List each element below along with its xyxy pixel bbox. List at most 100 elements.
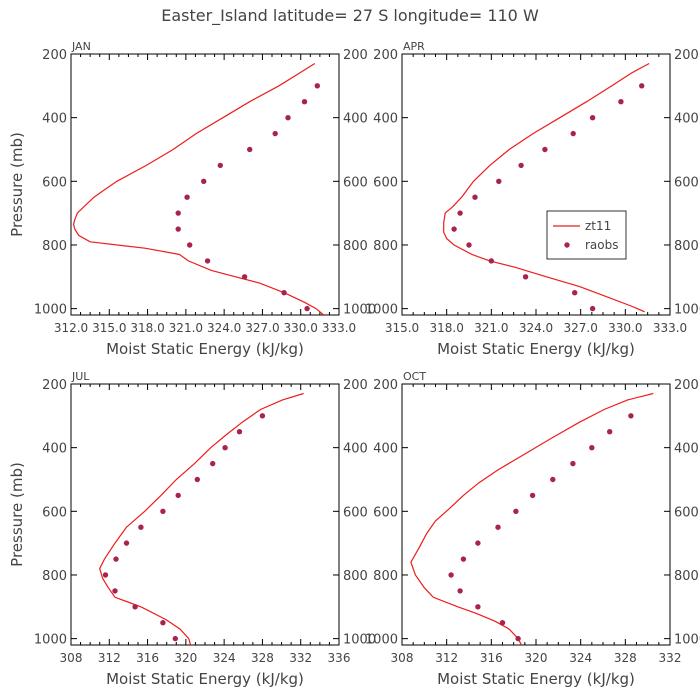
x-axis-title-jan: Moist Static Energy (kJ/kg) <box>106 340 304 358</box>
y-tick-label-right: 600 <box>343 505 368 520</box>
y-tick-label-right: 800 <box>343 239 368 254</box>
y-tick-label-left: 400 <box>373 112 398 127</box>
obs-point-jul <box>160 508 166 514</box>
obs-point-oct <box>457 588 463 594</box>
x-tick-label: 336 <box>328 651 351 665</box>
obs-point-apr <box>472 194 478 200</box>
x-tick-label: 332 <box>659 651 682 665</box>
x-tick-label: 328 <box>251 651 274 665</box>
y-tick-label-left: 800 <box>42 569 67 584</box>
x-axis-title-apr: Moist Static Energy (kJ/kg) <box>437 340 635 358</box>
x-tick-label: 316 <box>480 651 503 665</box>
obs-point-apr <box>451 226 457 232</box>
x-tick-label: 324.0 <box>207 321 241 335</box>
obs-point-jan <box>175 226 181 232</box>
obs-point-oct <box>475 604 481 610</box>
obs-point-oct <box>570 460 576 467</box>
obs-point-jan <box>204 258 211 264</box>
obs-point-jul <box>175 492 181 499</box>
obs-point-jul <box>259 413 266 419</box>
legend: zt11 raobs <box>546 210 627 260</box>
obs-point-oct <box>628 413 634 419</box>
x-tick-label: 330.0 <box>608 321 642 335</box>
obs-point-oct <box>529 492 536 499</box>
obs-point-apr <box>518 162 524 169</box>
panel-frame-apr <box>401 53 671 316</box>
obs-point-jul <box>222 445 228 451</box>
obs-point-apr <box>488 258 494 264</box>
y-tick-label-left: 600 <box>373 505 398 520</box>
y-axis-title-jan: Pressure (mb) <box>8 132 26 237</box>
obs-point-jan <box>217 162 223 169</box>
obs-point-apr <box>639 83 645 89</box>
legend-model-label: zt11 <box>585 219 611 233</box>
legend-obs-label: raobs <box>585 238 619 252</box>
y-tick-label-left: 800 <box>373 569 398 584</box>
obs-point-apr <box>589 305 596 312</box>
legend-obs-swatch <box>564 242 570 248</box>
obs-point-apr <box>496 178 502 184</box>
obs-point-jul <box>210 460 216 467</box>
obs-point-oct <box>607 429 613 435</box>
obs-point-apr <box>618 99 624 105</box>
obs-point-oct <box>448 572 454 578</box>
figure-title: Easter_Island latitude= 27 S longitude= … <box>161 6 539 26</box>
y-tick-label-right: 600 <box>674 505 699 520</box>
x-tick-label: 308 <box>391 651 414 665</box>
x-tick-label: 324 <box>213 651 236 665</box>
x-tick-label: 330.0 <box>284 321 318 335</box>
y-tick-label-left: 1000 <box>365 303 398 318</box>
x-tick-label: 315.0 <box>385 321 419 335</box>
x-tick-label: 308 <box>60 651 83 665</box>
obs-point-oct <box>475 540 481 546</box>
obs-point-jan <box>281 290 287 296</box>
y-tick-label-right: 200 <box>343 48 368 63</box>
y-tick-label-right: 400 <box>674 112 699 127</box>
series-line-zt11-jan <box>72 62 325 315</box>
y-tick-label-right: 200 <box>343 378 368 393</box>
panel-label-apr: APR <box>403 40 425 53</box>
obs-point-jan <box>247 146 253 153</box>
x-tick-label: 332 <box>289 651 312 665</box>
obs-point-apr <box>457 210 463 216</box>
x-tick-label: 327.0 <box>563 321 597 335</box>
x-tick-label: 321.0 <box>474 321 508 335</box>
obs-point-jul <box>112 588 118 594</box>
obs-point-jan <box>314 83 320 89</box>
x-axis-title-oct: Moist Static Energy (kJ/kg) <box>437 670 635 688</box>
y-tick-label-left: 600 <box>42 175 67 190</box>
obs-point-jul <box>160 620 166 626</box>
y-tick-label-right: 800 <box>674 239 699 254</box>
legend-box <box>546 210 627 260</box>
y-tick-label-right: 1000 <box>674 303 700 318</box>
y-tick-label-left: 200 <box>373 378 398 393</box>
obs-point-apr <box>572 290 578 296</box>
y-tick-label-left: 1000 <box>34 303 67 318</box>
obs-point-jan <box>175 210 181 216</box>
obs-point-apr <box>570 130 576 137</box>
y-tick-label-right: 400 <box>674 442 699 457</box>
y-tick-label-right: 1000 <box>674 633 700 648</box>
panel-label-jul: JUL <box>71 370 90 383</box>
x-tick-label: 333.0 <box>322 321 356 335</box>
obs-point-jan <box>201 178 207 184</box>
x-tick-label: 312 <box>98 651 121 665</box>
y-tick-label-left: 800 <box>42 239 67 254</box>
series-line-zt11-oct <box>410 392 654 645</box>
obs-point-jul <box>194 476 200 483</box>
obs-point-oct <box>460 556 467 562</box>
obs-point-oct <box>499 620 506 626</box>
x-tick-label: 328 <box>614 651 637 665</box>
obs-point-jan <box>184 194 190 200</box>
y-tick-label-left: 400 <box>42 112 67 127</box>
x-tick-label: 324.0 <box>519 321 553 335</box>
obs-point-jul <box>138 524 144 530</box>
obs-point-oct <box>550 476 556 483</box>
x-tick-label: 312 <box>435 651 458 665</box>
obs-point-jul <box>113 556 119 562</box>
obs-point-jan <box>241 274 248 280</box>
obs-point-jul <box>132 604 138 610</box>
obs-point-oct <box>495 524 501 530</box>
